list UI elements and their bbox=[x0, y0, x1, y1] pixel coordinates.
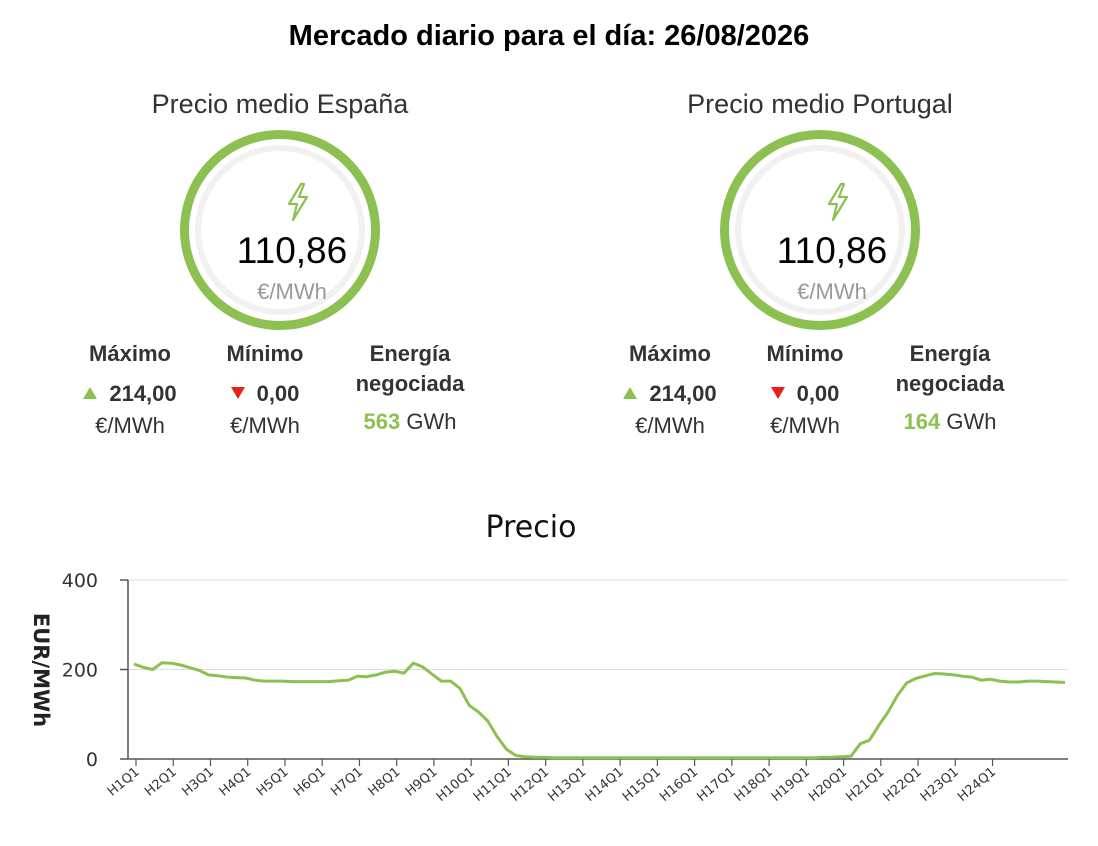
y-axis-ticks: 0 200 400 bbox=[62, 570, 129, 771]
y-axis-label: EUR/MWh bbox=[29, 613, 53, 727]
energy-value: 164 bbox=[903, 409, 941, 434]
x-tick-label: H10Q1 bbox=[434, 765, 478, 805]
market-panel-portugal: Precio medio Portugal 110,86 €/MWh Máxim… bbox=[550, 84, 1090, 438]
max-label: Máximo bbox=[89, 341, 171, 366]
x-tick-label: H14Q1 bbox=[583, 765, 627, 805]
x-tick-label: H21Q1 bbox=[843, 765, 887, 805]
x-tick-label: H16Q1 bbox=[657, 765, 701, 805]
average-price-value: 110,86 bbox=[776, 230, 888, 271]
market-title: Precio medio Portugal bbox=[687, 89, 953, 119]
x-tick-label: H7Q1 bbox=[328, 765, 366, 800]
gauge-ring-track: 110,86 €/MWh bbox=[735, 145, 905, 315]
energy-unit: GWh bbox=[406, 409, 457, 434]
price-series-line bbox=[133, 661, 1066, 760]
max-stat: Máximo 214,00 €/MWh bbox=[58, 339, 202, 441]
min-label: Mínimo bbox=[226, 341, 304, 366]
average-price-unit: €/MWh bbox=[797, 279, 867, 304]
x-tick-label: H2Q1 bbox=[142, 765, 180, 800]
x-tick-label: H13Q1 bbox=[545, 765, 589, 805]
min-stat: Mínimo 0,00 €/MWh bbox=[190, 339, 340, 441]
x-tick-label: H6Q1 bbox=[291, 765, 329, 800]
energy-label-line2: negociada bbox=[355, 371, 465, 396]
x-tick-label: H19Q1 bbox=[769, 765, 813, 805]
min-stat: Mínimo 0,00 €/MWh bbox=[730, 339, 880, 441]
gauge-ring-track: 110,86 €/MWh bbox=[195, 145, 365, 315]
x-tick-label: H3Q1 bbox=[179, 765, 217, 800]
min-unit: €/MWh bbox=[770, 413, 840, 438]
max-stat: Máximo 214,00 €/MWh bbox=[598, 339, 742, 441]
x-tick-label: H23Q1 bbox=[918, 765, 962, 805]
energy-value: 563 bbox=[363, 409, 401, 434]
page-title: Mercado diario para el día: 26/08/2026 bbox=[288, 20, 810, 52]
grid-lines bbox=[128, 579, 1068, 760]
x-tick-label: H18Q1 bbox=[732, 765, 776, 805]
x-tick-label: H24Q1 bbox=[955, 765, 999, 805]
x-tick-label: H20Q1 bbox=[806, 765, 850, 805]
max-label: Máximo bbox=[629, 341, 711, 366]
lightning-bolt-icon bbox=[827, 182, 849, 222]
min-unit: €/MWh bbox=[230, 413, 300, 438]
x-tick-label: H12Q1 bbox=[508, 765, 552, 805]
energy-label-line1: Energía bbox=[369, 341, 451, 366]
x-tick-label: H11Q1 bbox=[471, 765, 515, 805]
x-tick-label: H22Q1 bbox=[881, 765, 925, 805]
y-tick-label: 200 bbox=[62, 660, 98, 682]
arrow-up-icon bbox=[83, 387, 98, 399]
x-tick-label: H1Q1 bbox=[105, 765, 143, 800]
energy-stat: Energía negociada 164 GWh bbox=[870, 339, 1030, 437]
energy-stat: Energía negociada 563 GWh bbox=[330, 339, 490, 437]
market-title: Precio medio España bbox=[151, 89, 409, 119]
energy-label-line2: negociada bbox=[895, 371, 1005, 396]
min-label: Mínimo bbox=[766, 341, 844, 366]
max-unit: €/MWh bbox=[635, 413, 705, 438]
max-unit: €/MWh bbox=[95, 413, 165, 438]
max-value: 214,00 bbox=[109, 381, 177, 406]
average-price-unit: €/MWh bbox=[257, 279, 327, 304]
arrow-up-icon bbox=[623, 387, 638, 399]
min-value: 0,00 bbox=[256, 381, 300, 406]
x-tick-label: H15Q1 bbox=[620, 765, 664, 805]
y-tick-label: 0 bbox=[86, 749, 98, 771]
y-tick-label: 400 bbox=[62, 570, 98, 592]
x-tick-label: H5Q1 bbox=[254, 765, 292, 800]
arrow-down-icon bbox=[230, 387, 245, 399]
market-panel-spain: Precio medio España 110,86 €/MWh Máximo … bbox=[10, 84, 550, 438]
energy-label-line1: Energía bbox=[909, 341, 991, 366]
max-value: 214,00 bbox=[649, 381, 717, 406]
chart-title: Precio bbox=[486, 510, 577, 545]
x-axis-ticks: H1Q1 H2Q1 H3Q1 H4Q1 H5Q1 H6Q1 H7Q1 H8Q1 H9Q1H10Q… bbox=[105, 759, 999, 805]
energy-unit: GWh bbox=[946, 409, 997, 434]
x-tick-label: H4Q1 bbox=[217, 765, 255, 800]
arrow-down-icon bbox=[770, 387, 785, 399]
average-price-value: 110,86 bbox=[236, 230, 348, 271]
price-gauge: 110,86 €/MWh bbox=[720, 130, 920, 330]
price-gauge: 110,86 €/MWh bbox=[180, 130, 380, 330]
lightning-bolt-icon bbox=[287, 182, 309, 222]
min-value: 0,00 bbox=[796, 381, 840, 406]
x-tick-label: H17Q1 bbox=[694, 765, 738, 805]
x-tick-label: H8Q1 bbox=[366, 765, 404, 800]
